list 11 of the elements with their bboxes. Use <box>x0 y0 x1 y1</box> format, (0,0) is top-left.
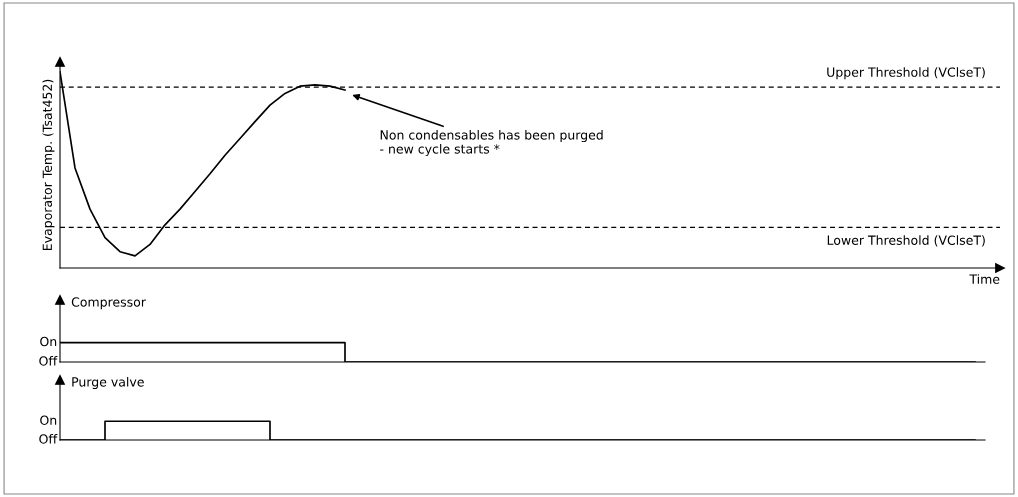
chart-title: Compressor <box>71 297 146 310</box>
annotation: Non condensables has been purged - new cycle starts * <box>380 129 603 157</box>
x-axis-title: Time <box>969 274 1000 284</box>
ref-line-label: Lower Threshold (VClseT) <box>827 235 985 247</box>
ref-line-label: Upper Threshold (VClseT) <box>827 67 985 80</box>
y-axis-title: Evaporator Temp. (Tsat452) <box>42 79 55 251</box>
text: On <box>40 336 57 347</box>
text: Off <box>39 433 58 444</box>
text: On <box>40 415 57 425</box>
text: Off <box>39 355 58 366</box>
chart-title: Purge valve <box>72 376 144 390</box>
